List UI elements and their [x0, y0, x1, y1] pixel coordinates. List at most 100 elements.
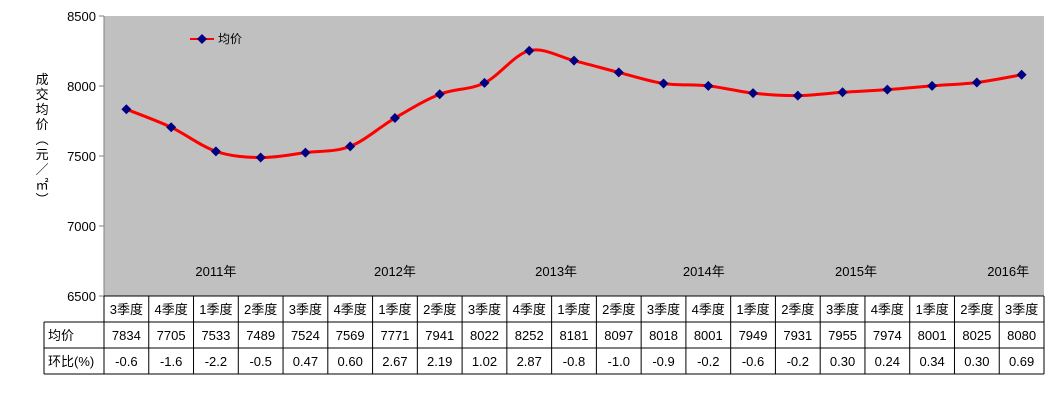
table-cell: 8025 [962, 328, 991, 343]
table-cell: -2.2 [205, 354, 227, 369]
year-labels: 2011年 2012年 2013年 2014年 2015年 2016年 [195, 264, 1029, 279]
year-label: 2016年 [987, 264, 1029, 279]
category-label: 4季度 [155, 302, 188, 317]
table-cell: 8181 [560, 328, 589, 343]
category-label: 2季度 [960, 302, 993, 317]
table-cell: 8018 [649, 328, 678, 343]
data-point-marker [121, 104, 132, 115]
table-cell: 7955 [828, 328, 857, 343]
data-table: 3季度 4季度 1季度 2季度 3季度 4季度 1季度 2季度 3季度 4季度 1季度 2季度 3季度 4… [43, 295, 1045, 375]
category-label: 1季度 [557, 302, 590, 317]
data-point-marker [434, 89, 445, 100]
data-point-marker [389, 113, 400, 124]
table-row-label: 环比(%) [48, 354, 94, 369]
category-label: 2季度 [244, 302, 277, 317]
table-cell: 0.47 [293, 354, 318, 369]
table-cell: 8022 [470, 328, 499, 343]
year-label: 2011年 [195, 264, 236, 279]
category-label: 4季度 [334, 302, 367, 317]
table-cell: 7533 [201, 328, 230, 343]
data-point-marker [703, 80, 714, 91]
table-cell: 7569 [336, 328, 365, 343]
table-row-label: 均价 [48, 328, 74, 343]
category-label: 3季度 [468, 302, 501, 317]
table-cell: 7941 [425, 328, 454, 343]
table-cell: -1.0 [608, 354, 630, 369]
table-cell: 7974 [873, 328, 902, 343]
series-markers [121, 45, 1027, 163]
category-label: 2季度 [781, 302, 814, 317]
data-point-marker [569, 55, 579, 66]
y-tick-label: 8500 [67, 9, 96, 24]
table-cell: 0.60 [338, 354, 363, 369]
table-cell: -0.2 [697, 354, 719, 369]
legend-marker [197, 34, 207, 44]
category-label: 1季度 [915, 302, 948, 317]
table-cell: -0.2 [787, 354, 809, 369]
data-point-marker [345, 141, 356, 152]
table-cell: 0.24 [875, 354, 900, 369]
y-tick-label: 8000 [67, 79, 96, 94]
category-label: 1季度 [736, 302, 769, 317]
table-cell: 7524 [291, 328, 320, 343]
table-cell: 2.87 [517, 354, 542, 369]
year-label: 2015年 [835, 264, 877, 279]
category-label: 2季度 [602, 302, 635, 317]
category-label: 3季度 [110, 302, 143, 317]
data-point-marker [658, 78, 669, 89]
category-label: 3季度 [1005, 302, 1038, 317]
legend: 均价 [190, 32, 242, 46]
category-label: 1季度 [199, 302, 232, 317]
table-cell: 0.34 [919, 354, 944, 369]
table-cell: 7771 [380, 328, 409, 343]
table-cell: 8252 [515, 328, 544, 343]
data-point-marker [255, 152, 266, 163]
table-cell: 7489 [246, 328, 275, 343]
category-label: 4季度 [871, 302, 904, 317]
data-point-marker [971, 77, 982, 88]
year-label: 2012年 [374, 264, 416, 279]
table-cell: 7705 [157, 328, 186, 343]
data-point-marker [524, 45, 535, 56]
data-point-marker [748, 88, 759, 99]
data-point-marker [1016, 69, 1027, 80]
table-cell: -0.6 [115, 354, 137, 369]
category-label: 1季度 [378, 302, 411, 317]
data-point-marker [210, 146, 221, 157]
category-label: 3季度 [826, 302, 859, 317]
table-cell: 7931 [783, 328, 812, 343]
category-label: 3季度 [289, 302, 322, 317]
year-label: 2013年 [535, 264, 577, 279]
y-tick-label: 6500 [67, 289, 96, 304]
data-point-marker [479, 77, 490, 88]
table-cell: 8080 [1007, 328, 1036, 343]
table-cell: 8001 [918, 328, 947, 343]
table-cell: 8097 [604, 328, 633, 343]
table-cell: 0.69 [1009, 354, 1034, 369]
category-label: 3季度 [647, 302, 680, 317]
data-point-marker [882, 84, 893, 95]
table-cell: -0.8 [563, 354, 585, 369]
table-cell: 1.02 [472, 354, 497, 369]
table-cell: 7834 [112, 328, 141, 343]
y-tick-label: 7500 [67, 149, 96, 164]
table-cell: 0.30 [964, 354, 989, 369]
category-label: 4季度 [513, 302, 546, 317]
category-label: 4季度 [692, 302, 725, 317]
data-point-marker [837, 87, 848, 98]
table-cell: 8001 [694, 328, 723, 343]
table-cell: -0.5 [249, 354, 271, 369]
table-cell: 2.19 [427, 354, 452, 369]
y-tick-label: 7000 [67, 219, 96, 234]
category-label: 2季度 [423, 302, 456, 317]
table-cell: 2.67 [382, 354, 407, 369]
table-cell: 7949 [739, 328, 768, 343]
y-axis: 8500 8000 7500 7000 6500 [67, 9, 105, 304]
table-cell: -0.9 [652, 354, 674, 369]
data-point-marker [166, 122, 177, 133]
data-point-marker [792, 90, 803, 101]
table-cell: 0.30 [830, 354, 855, 369]
data-point-marker [927, 80, 938, 91]
data-point-marker [613, 67, 624, 78]
